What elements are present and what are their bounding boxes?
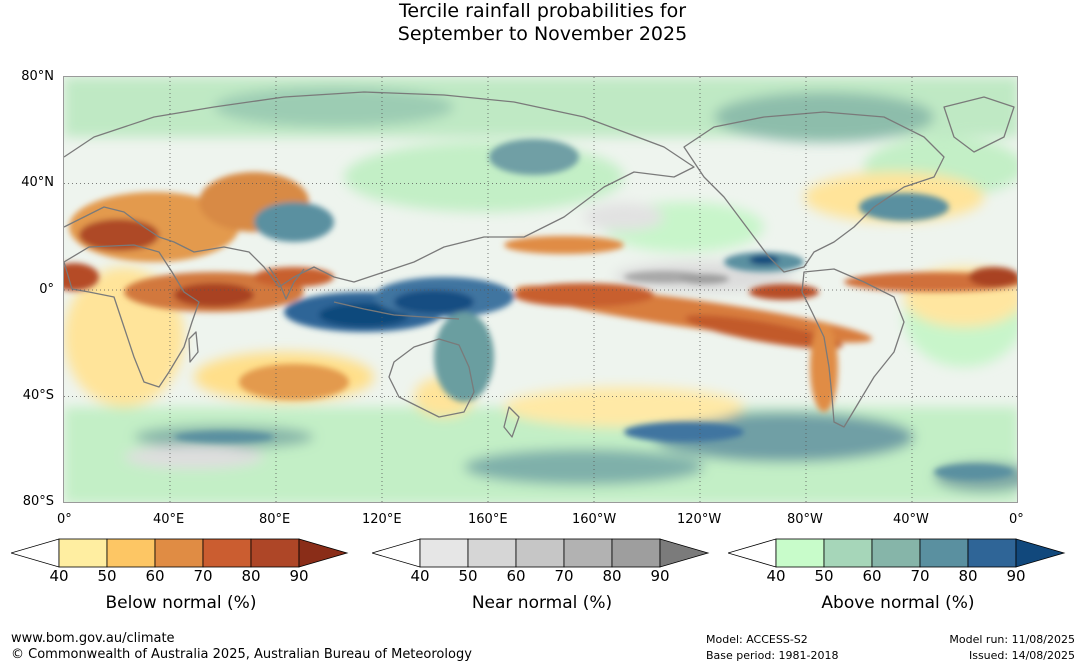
lat-label-80n: 80°N bbox=[21, 69, 54, 84]
issued-date: Issued: 14/08/2025 bbox=[968, 649, 1075, 662]
rainfall-probability-map bbox=[63, 76, 1018, 503]
lat-label-80s: 80°S bbox=[22, 494, 54, 509]
lon-label-40w: 40°W bbox=[893, 512, 929, 527]
legend-near-ticks: 40 50 60 70 80 90 bbox=[372, 567, 712, 587]
legend-above-tick: 40 bbox=[766, 567, 786, 585]
legend-above-title: Above normal (%) bbox=[821, 593, 975, 613]
legend-near-tick: 50 bbox=[458, 567, 478, 585]
lat-label-equator: 0° bbox=[39, 282, 54, 297]
legend-below-swatch-60 bbox=[106, 538, 156, 568]
coastlines bbox=[64, 91, 1015, 438]
website-link[interactable]: www.bom.gov.au/climate bbox=[11, 631, 175, 646]
legend-below-tick: 90 bbox=[289, 567, 309, 585]
legend-above-ticks: 40 50 60 70 80 90 bbox=[728, 567, 1068, 587]
legend-below-right-arrow bbox=[298, 538, 349, 568]
legend-below-title: Below normal (%) bbox=[105, 593, 257, 613]
legend-near-swatch-90 bbox=[611, 538, 661, 568]
legend-near-normal-bar bbox=[372, 538, 710, 568]
legend-above-swatch-70 bbox=[871, 538, 921, 568]
title-line-2: September to November 2025 bbox=[397, 23, 688, 45]
legend-near-swatch-60 bbox=[467, 538, 517, 568]
lon-label-40e: 40°E bbox=[153, 512, 185, 527]
legend-near-tick: 90 bbox=[650, 567, 670, 585]
legend-below-ticks: 40 50 60 70 80 90 bbox=[11, 567, 351, 587]
lon-label-80e: 80°E bbox=[259, 512, 291, 527]
legend-near-swatch-50 bbox=[419, 538, 469, 568]
legend-near-tick: 70 bbox=[554, 567, 574, 585]
legend-near-tick: 60 bbox=[506, 567, 526, 585]
legend-below-swatch-80 bbox=[202, 538, 252, 568]
legend-above-tick: 80 bbox=[958, 567, 978, 585]
map-title: Tercile rainfall probabilities for Septe… bbox=[0, 0, 1085, 46]
base-period-info: Base period: 1981-2018 bbox=[706, 649, 839, 662]
model-run-date: Model run: 11/08/2025 bbox=[949, 633, 1075, 646]
legend-above-swatch-90 bbox=[967, 538, 1017, 568]
copyright-notice: © Commonwealth of Australia 2025, Austra… bbox=[11, 647, 472, 662]
legend-below-left-arrow bbox=[11, 538, 60, 568]
legend-below-swatch-70 bbox=[154, 538, 204, 568]
legend-below-tick: 80 bbox=[241, 567, 261, 585]
legend-near-tick: 80 bbox=[602, 567, 622, 585]
legend-below-normal-bar bbox=[11, 538, 349, 568]
lon-label-0: 0° bbox=[57, 512, 72, 527]
legend-above-normal-bar bbox=[728, 538, 1066, 568]
legend-above-right-arrow bbox=[1015, 538, 1066, 568]
legend-below-swatch-90 bbox=[250, 538, 300, 568]
lon-label-120e: 120°E bbox=[362, 512, 402, 527]
lon-label-80w: 80°W bbox=[787, 512, 823, 527]
lon-label-160w: 160°W bbox=[572, 512, 617, 527]
legend-below-tick: 70 bbox=[193, 567, 213, 585]
legend-near-tick: 40 bbox=[410, 567, 430, 585]
legend-above-tick: 60 bbox=[862, 567, 882, 585]
title-line-1: Tercile rainfall probabilities for bbox=[398, 0, 687, 22]
lon-label-160e: 160°E bbox=[468, 512, 508, 527]
legend-near-left-arrow bbox=[372, 538, 421, 568]
legend-below-tick: 60 bbox=[145, 567, 165, 585]
legend-above-swatch-50 bbox=[775, 538, 825, 568]
legend-above-tick: 50 bbox=[814, 567, 834, 585]
legend-above-swatch-60 bbox=[823, 538, 873, 568]
legend-above-swatch-80 bbox=[919, 538, 969, 568]
legend-below-tick: 50 bbox=[97, 567, 117, 585]
lat-label-40n: 40°N bbox=[21, 175, 54, 190]
legend-near-title: Near normal (%) bbox=[471, 593, 613, 613]
lon-label-0-right: 0° bbox=[1009, 512, 1024, 527]
legend-near-right-arrow bbox=[659, 538, 710, 568]
legend-near-swatch-70 bbox=[515, 538, 565, 568]
legend-above-left-arrow bbox=[728, 538, 777, 568]
legend-below-swatch-50 bbox=[58, 538, 108, 568]
lat-label-40s: 40°S bbox=[22, 388, 54, 403]
legend-below-tick: 40 bbox=[49, 567, 69, 585]
legend-above-tick: 90 bbox=[1006, 567, 1026, 585]
map-svg bbox=[64, 77, 1017, 502]
legend-above-tick: 70 bbox=[910, 567, 930, 585]
legend-near-swatch-80 bbox=[563, 538, 613, 568]
model-info: Model: ACCESS-S2 bbox=[706, 633, 808, 646]
lon-label-120w: 120°W bbox=[677, 512, 722, 527]
